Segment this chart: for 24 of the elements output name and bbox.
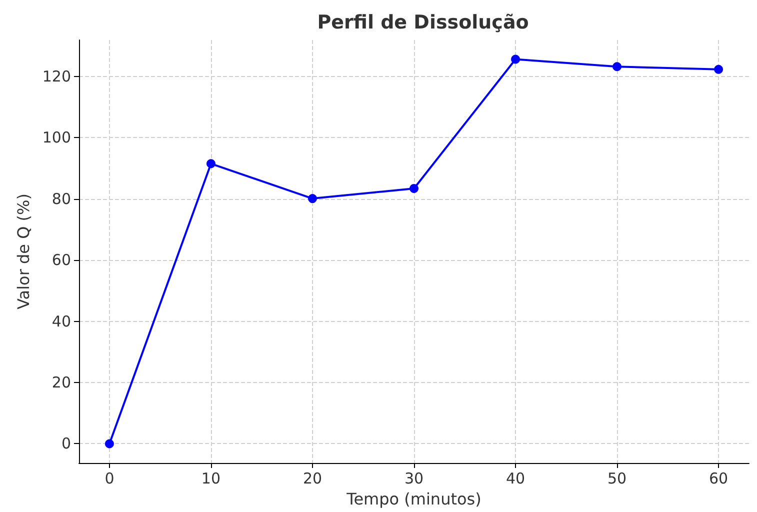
x-tick-label: 50 [607,470,627,488]
point [104,439,114,448]
y-tick-label: 40 [52,312,71,330]
y-tick-label: 60 [52,251,71,270]
point [206,159,216,168]
x-tick-label: 30 [404,470,424,488]
x-tick-label: 0 [104,470,114,488]
point [714,64,724,74]
y-tick-label: 100 [42,128,71,147]
chart-title: Perfil de Dissolução [317,12,529,34]
point [612,62,622,72]
y-tick-label: 20 [52,374,71,392]
y-tick-label: 0 [61,434,71,453]
y-axis-title: Valor de Q (%) [14,194,33,310]
point [308,194,317,204]
x-tick-label: 60 [709,470,728,488]
x-tick-label: 40 [506,470,526,488]
x-tick-label: 20 [302,470,322,488]
x-axis-title: Tempo (minutos) [346,490,482,508]
y-tick-label: 80 [52,190,71,208]
y-tick-label: 120 [42,67,71,86]
x-tick-label: 10 [201,470,221,488]
point [410,184,418,193]
point [511,54,520,64]
